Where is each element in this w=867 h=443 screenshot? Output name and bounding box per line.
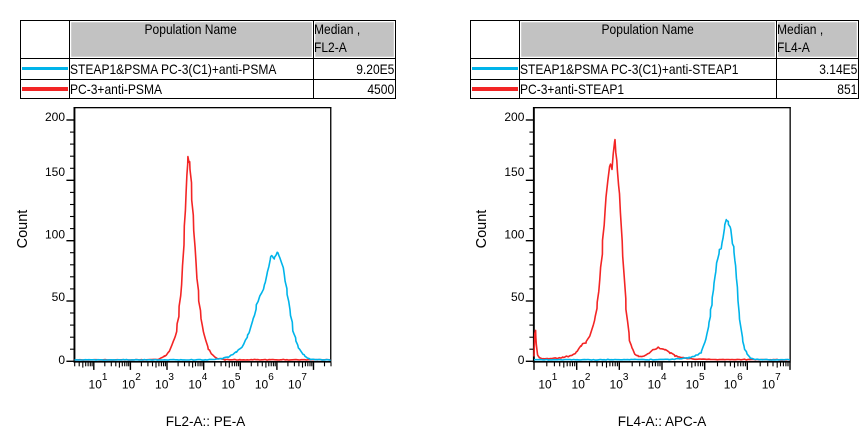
svg-text:200: 200: [45, 110, 65, 124]
svg-text:106: 106: [255, 372, 274, 392]
svg-text:50: 50: [511, 290, 525, 304]
svg-text:FL2-A:: PE-A: FL2-A:: PE-A: [166, 414, 246, 429]
svg-text:100: 100: [45, 227, 65, 241]
svg-text:104: 104: [648, 372, 667, 392]
svg-text:150: 150: [504, 165, 524, 179]
svg-text:Count: Count: [474, 210, 490, 249]
svg-text:101: 101: [538, 372, 557, 392]
svg-text:200: 200: [504, 110, 524, 124]
svg-text:105: 105: [686, 372, 705, 392]
svg-text:102: 102: [122, 372, 141, 392]
svg-text:106: 106: [724, 372, 743, 392]
svg-text:103: 103: [610, 372, 629, 392]
svg-text:150: 150: [45, 165, 65, 179]
svg-text:100: 100: [504, 227, 524, 241]
svg-text:103: 103: [155, 372, 174, 392]
svg-text:101: 101: [89, 372, 108, 392]
svg-text:107: 107: [762, 372, 781, 392]
svg-text:102: 102: [572, 372, 591, 392]
svg-text:50: 50: [52, 290, 66, 304]
svg-text:Count: Count: [15, 210, 31, 249]
svg-text:105: 105: [222, 372, 241, 392]
svg-text:104: 104: [188, 372, 207, 392]
svg-text:0: 0: [58, 353, 65, 367]
svg-text:107: 107: [288, 372, 307, 392]
svg-text:0: 0: [518, 353, 525, 367]
svg-text:FL4-A:: APC-A: FL4-A:: APC-A: [618, 414, 707, 429]
